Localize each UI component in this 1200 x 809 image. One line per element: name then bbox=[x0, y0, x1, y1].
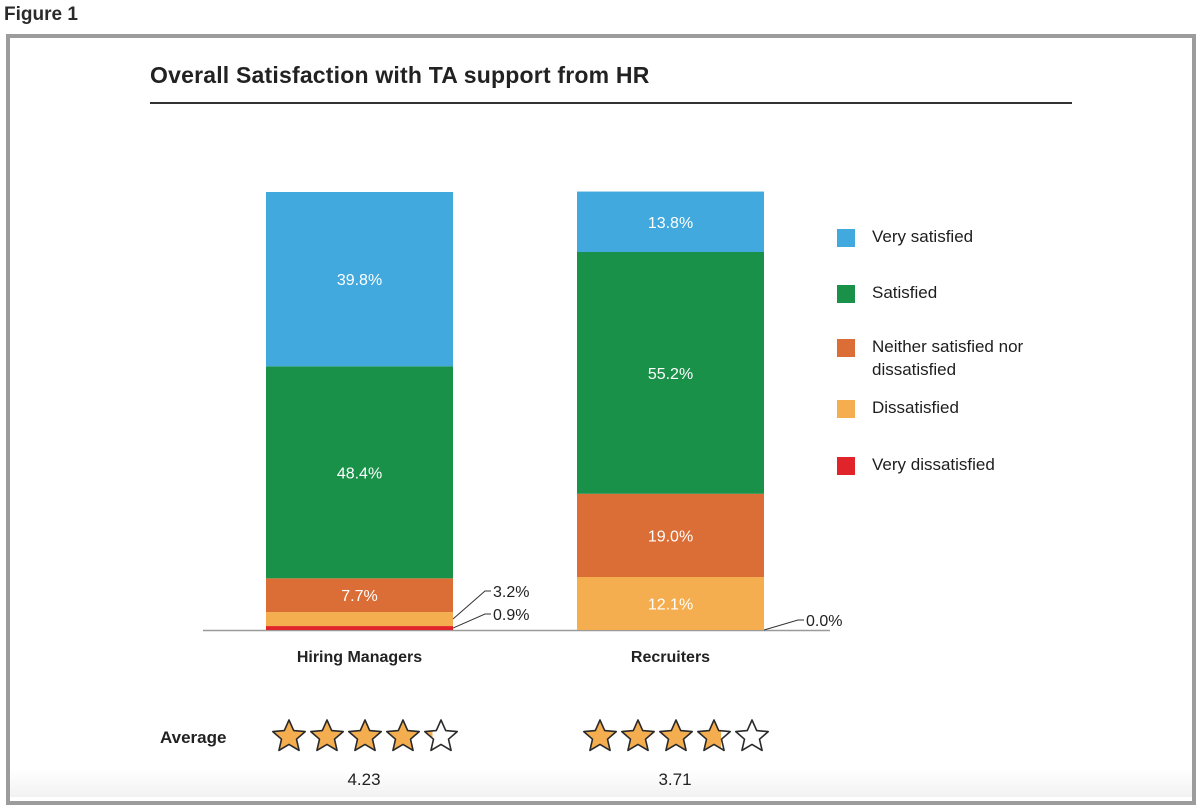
legend-item-satisfied: Satisfied bbox=[837, 281, 1062, 304]
data-label-hiring-managers-dissatisfied: 3.2% bbox=[493, 584, 529, 601]
bar-recruiters-very-satisfied bbox=[577, 191, 764, 253]
legend-item-very-satisfied: Very satisfied bbox=[837, 225, 1062, 248]
star-icon bbox=[583, 719, 617, 752]
frame-bottom-shade bbox=[10, 770, 1192, 797]
data-label-recruiters-neither-satisfied-nor-dissatisfied: 19.0% bbox=[648, 528, 693, 545]
legend-label-neither-satisfied-nor-dissatisfied: Neither satisfied nor dissatisfied bbox=[872, 337, 1024, 379]
data-label-hiring-managers-neither-satisfied-nor-dissatisfied: 7.7% bbox=[341, 588, 377, 605]
star-icon bbox=[348, 719, 382, 752]
bar-hiring-managers-very-satisfied bbox=[266, 192, 453, 367]
category-label-recruiters: Recruiters bbox=[631, 649, 710, 666]
average-value-hiring-managers: 4.23 bbox=[347, 770, 381, 789]
legend-swatch-very-dissatisfied bbox=[837, 457, 855, 475]
legend-label-very-satisfied: Very satisfied bbox=[872, 227, 974, 246]
star-rating-recruiters bbox=[582, 718, 770, 758]
data-label-hiring-managers-satisfied: 48.4% bbox=[337, 465, 382, 482]
average-value-recruiters: 3.71 bbox=[658, 770, 692, 789]
star-icon bbox=[386, 719, 420, 752]
data-label-recruiters-very-dissatisfied: 0.0% bbox=[806, 613, 842, 630]
legend-label-dissatisfied: Dissatisfied bbox=[872, 398, 959, 417]
star-rating-hiring-managers bbox=[271, 718, 459, 758]
legend-label-satisfied: Satisfied bbox=[872, 283, 938, 302]
legend-swatch-satisfied bbox=[837, 285, 855, 303]
legend-item-very-dissatisfied: Very dissatisfied bbox=[837, 453, 1062, 476]
legend-swatch-neither-satisfied-nor-dissatisfied bbox=[837, 339, 855, 357]
bar-recruiters-satisfied bbox=[577, 252, 764, 494]
star-icon bbox=[659, 719, 693, 752]
star-icon bbox=[621, 719, 655, 752]
star-icon bbox=[735, 719, 769, 752]
bar-hiring-managers-dissatisfied bbox=[266, 612, 453, 627]
star-icon bbox=[310, 719, 344, 752]
star-icon bbox=[697, 719, 731, 752]
data-label-recruiters-dissatisfied: 12.1% bbox=[648, 597, 693, 614]
legend-item-dissatisfied: Dissatisfied bbox=[837, 396, 1062, 419]
legend-item-neither-satisfied-nor-dissatisfied: Neither satisfied nor dissatisfied bbox=[837, 335, 1062, 381]
star-icon bbox=[424, 719, 458, 752]
data-label-recruiters-satisfied: 55.2% bbox=[648, 366, 693, 383]
star-icon bbox=[272, 719, 306, 752]
leader-line-hiring-managers-very-dissatisfied bbox=[452, 613, 491, 629]
bar-hiring-managers-very-dissatisfied bbox=[266, 626, 453, 630]
data-label-hiring-managers-very-satisfied: 39.8% bbox=[337, 272, 382, 289]
bar-hiring-managers-neither-satisfied-nor-dissatisfied bbox=[266, 578, 453, 613]
legend-label-very-dissatisfied: Very dissatisfied bbox=[872, 455, 995, 474]
legend-swatch-very-satisfied bbox=[837, 229, 855, 247]
figure-label: Figure 1 bbox=[4, 4, 78, 25]
category-label-hiring-managers: Hiring Managers bbox=[297, 649, 422, 666]
data-label-hiring-managers-very-dissatisfied: 0.9% bbox=[493, 607, 529, 624]
title-rule bbox=[150, 102, 1072, 104]
leader-line-recruiters-very-dissatisfied bbox=[763, 619, 804, 631]
bar-recruiters-neither-satisfied-nor-dissatisfied bbox=[577, 493, 764, 578]
data-label-recruiters-very-satisfied: 13.8% bbox=[648, 215, 693, 232]
leader-line-hiring-managers-dissatisfied bbox=[452, 590, 491, 620]
bar-recruiters-dissatisfied bbox=[577, 577, 764, 630]
average-label: Average bbox=[160, 728, 227, 747]
chart-title: Overall Satisfaction with TA support fro… bbox=[150, 62, 650, 88]
legend-swatch-dissatisfied bbox=[837, 400, 855, 418]
bar-hiring-managers-satisfied bbox=[266, 366, 453, 579]
